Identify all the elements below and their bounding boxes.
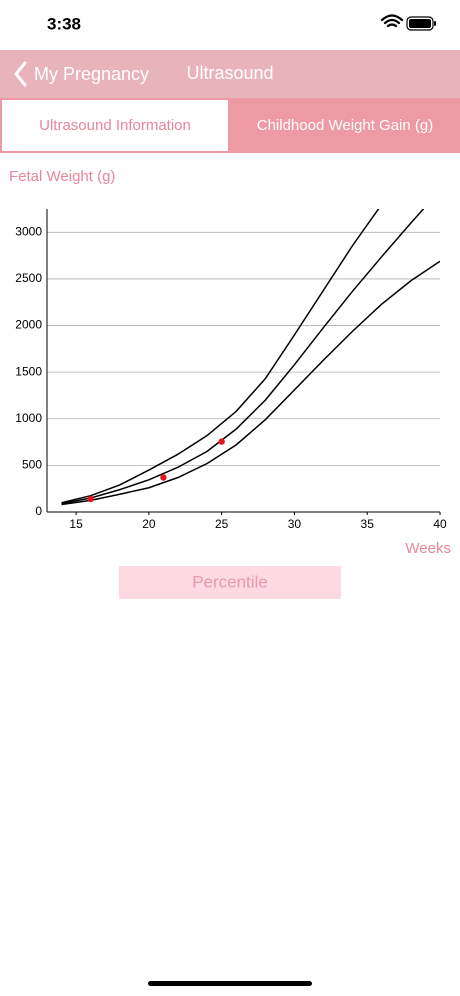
measurement-point: [160, 474, 167, 481]
measurement-point: [87, 495, 94, 503]
x-axis-label: Weeks: [405, 540, 451, 557]
y-tick-label: 2000: [15, 318, 42, 332]
tab-active[interactable]: [0, 98, 230, 153]
x-tick-label: 25: [215, 517, 229, 531]
x-tick-label: 20: [142, 517, 156, 531]
button-label[interactable]: Percentile: [192, 572, 268, 591]
plot: [61, 209, 440, 506]
y-axis-label: Fetal Weight (g): [9, 168, 115, 185]
measurement-point: [218, 438, 225, 445]
x-tick-label: 40: [433, 517, 447, 531]
percentile-curve: [61, 209, 425, 505]
tab-label[interactable]: Childhood Weight Gain (g): [257, 117, 433, 134]
y-tick-label: 500: [22, 458, 42, 472]
percentile-curve: [61, 260, 440, 506]
x-tick-label: 30: [288, 517, 302, 531]
y-tick-label: 0: [35, 504, 42, 518]
percentile-button[interactable]: [119, 566, 341, 599]
status-icons: [380, 14, 436, 31]
status-time: 3:38: [47, 14, 81, 33]
y-tick-label: 1000: [15, 411, 42, 425]
y-tick-label: 2500: [15, 271, 42, 285]
nav-bar: [0, 50, 460, 98]
nav-title: Ultrasound: [186, 63, 273, 83]
tab[interactable]: [230, 98, 460, 153]
tab-label[interactable]: Ultrasound Information: [39, 117, 191, 134]
percentile-curve: [61, 209, 380, 504]
y-tick-label: 3000: [15, 224, 42, 238]
x-tick-label: 35: [361, 517, 375, 531]
y-tick-label: 1500: [15, 364, 42, 378]
back-chevron[interactable]: [14, 61, 27, 87]
x-tick-label: 15: [69, 517, 83, 531]
back-button[interactable]: My Pregnancy: [34, 64, 149, 84]
home-indicator: [148, 981, 312, 986]
